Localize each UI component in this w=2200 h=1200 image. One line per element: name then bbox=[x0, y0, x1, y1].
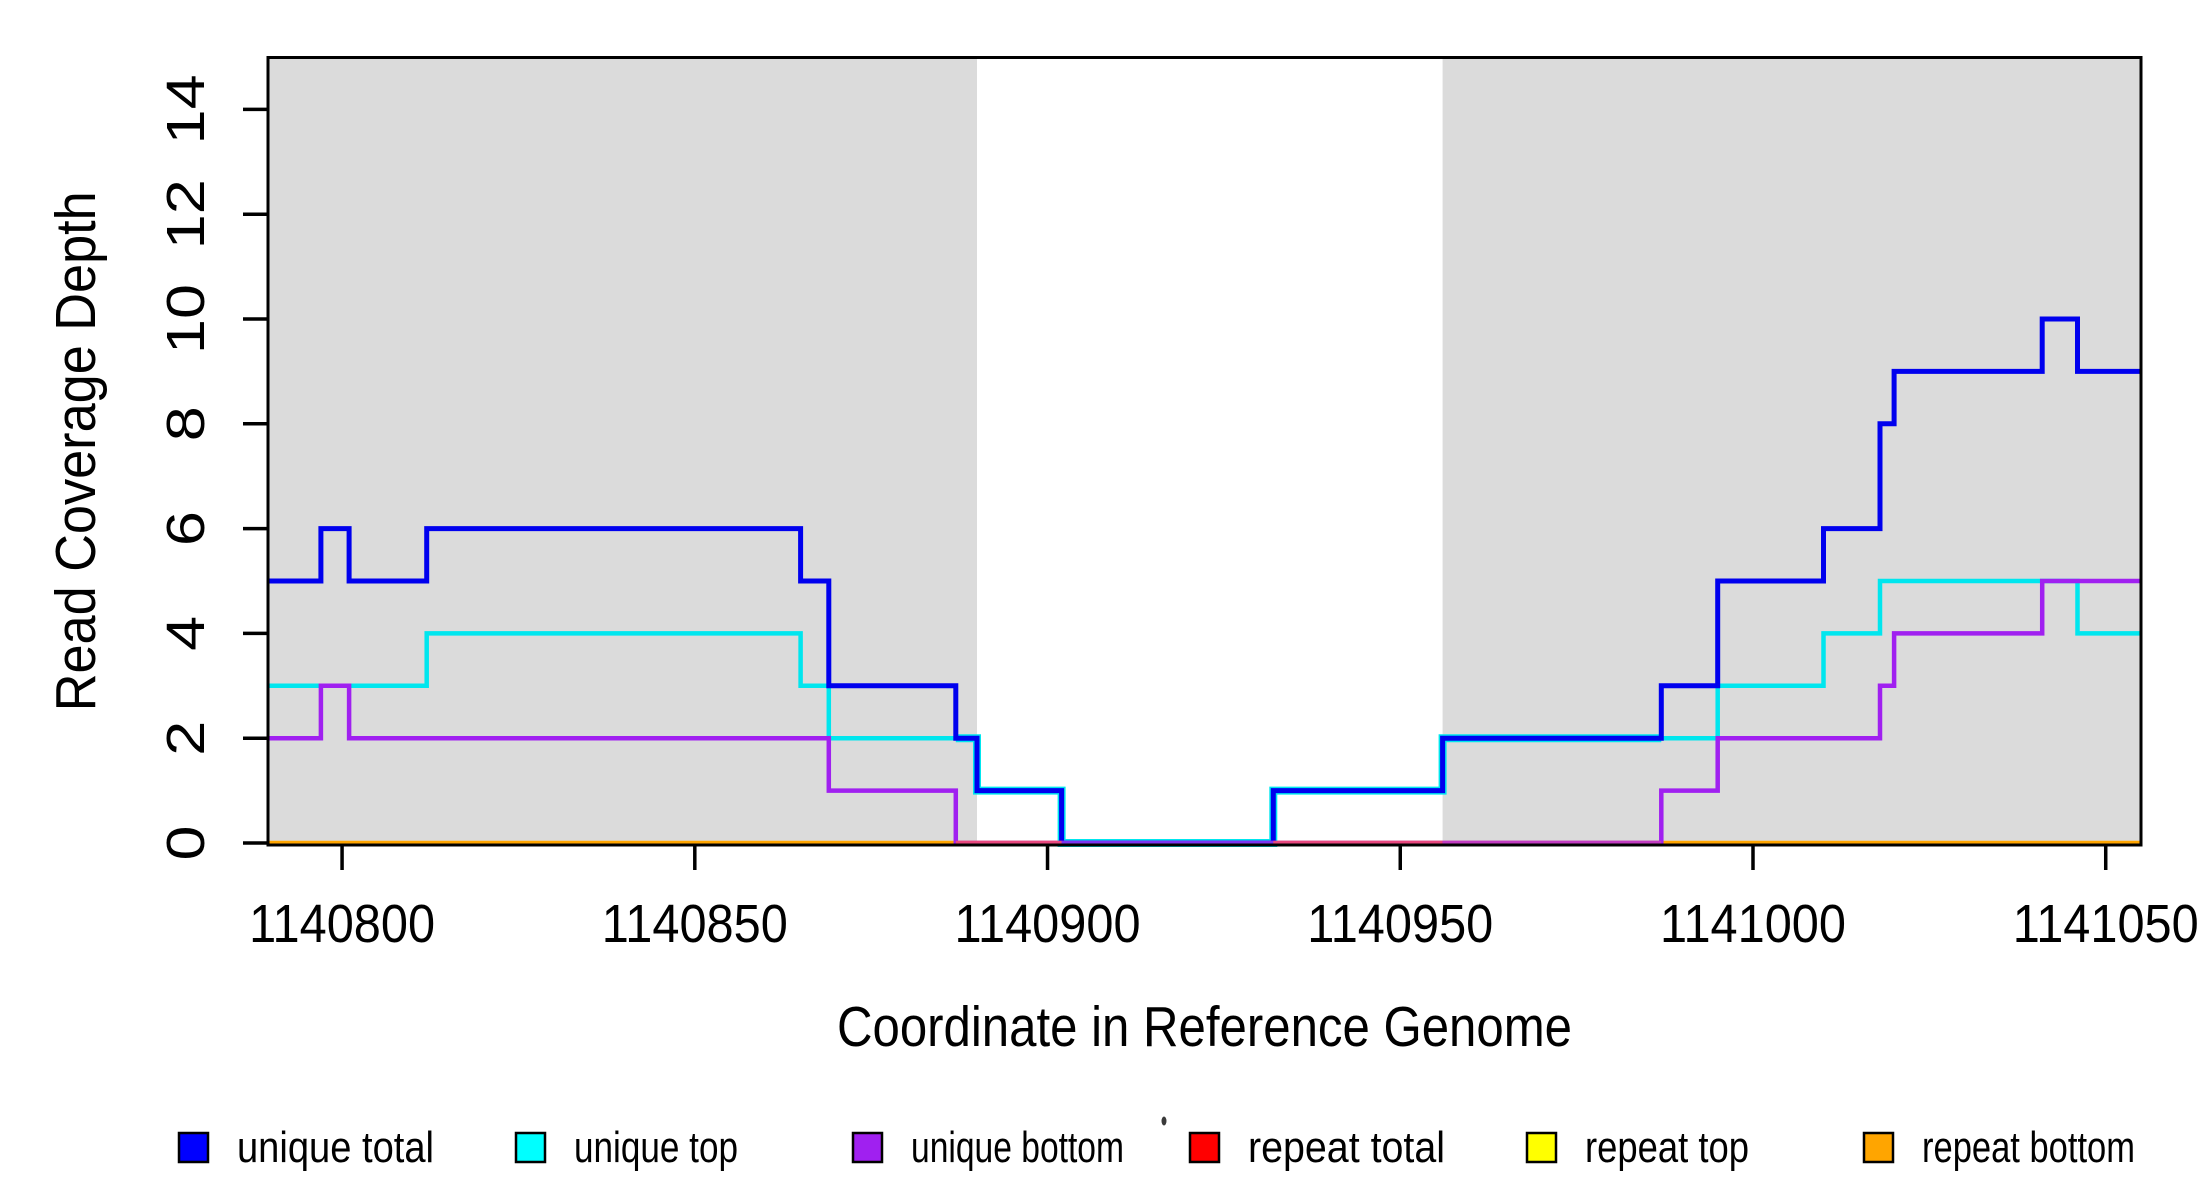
x-axis-title: Coordinate in Reference Genome bbox=[837, 995, 1572, 1059]
y-axis-tick-label: 10 bbox=[156, 284, 216, 354]
x-axis-tick-label: 1140850 bbox=[602, 894, 788, 954]
x-axis-tick-label: 1140900 bbox=[955, 894, 1141, 954]
legend-label-unique-top: unique top bbox=[574, 1123, 738, 1172]
shaded-region-2 bbox=[1442, 58, 2141, 844]
legend-swatch-unique-top bbox=[514, 1131, 547, 1164]
x-axis-tick-label: 1140800 bbox=[249, 894, 435, 954]
legend-swatch-repeat-top bbox=[1525, 1131, 1558, 1164]
y-axis-title: Read Coverage Depth bbox=[44, 191, 108, 711]
legend-item-repeat-top: repeat top bbox=[1525, 1123, 1749, 1172]
y-axis-tick-label: 12 bbox=[156, 179, 216, 249]
unique-total-line bbox=[268, 316, 2141, 846]
legend-item-unique-total: unique total bbox=[177, 1123, 434, 1172]
y-axis-tick-label: 4 bbox=[156, 616, 216, 651]
y-axis-tick-label: 2 bbox=[156, 721, 216, 756]
legend-label-repeat-top: repeat top bbox=[1585, 1123, 1749, 1172]
stray-mark-artifact bbox=[1161, 1116, 1167, 1126]
y-axis-tick-label: 14 bbox=[156, 74, 216, 144]
legend-swatch-repeat-bottom bbox=[1862, 1131, 1895, 1164]
legend-label-repeat-total: repeat total bbox=[1248, 1123, 1445, 1172]
x-axis-tick-label: 1141050 bbox=[2013, 894, 2199, 954]
legend-swatch-repeat-total bbox=[1188, 1131, 1221, 1164]
shaded-region-1 bbox=[268, 58, 977, 844]
unique-bottom-line bbox=[268, 578, 2141, 846]
legend-label-unique-total: unique total bbox=[237, 1123, 434, 1172]
x-axis-tick-label: 1141000 bbox=[1660, 894, 1846, 954]
legend-item-repeat-total: repeat total bbox=[1188, 1123, 1445, 1172]
legend-label-unique-bottom: unique bottom bbox=[911, 1123, 1124, 1172]
legend-label-repeat-bottom: repeat bottom bbox=[1922, 1123, 2135, 1172]
y-axis-tick-label: 8 bbox=[156, 406, 216, 441]
plot-box bbox=[266, 56, 2143, 847]
legend-swatch-unique-total bbox=[177, 1131, 210, 1164]
y-axis-tick-label: 6 bbox=[156, 511, 216, 546]
legend-item-repeat-bottom: repeat bottom bbox=[1862, 1123, 2135, 1172]
y-axis-tick-label: 0 bbox=[156, 826, 216, 861]
legend-item-unique-top: unique top bbox=[514, 1123, 738, 1172]
legend-swatch-unique-bottom bbox=[851, 1131, 884, 1164]
legend-item-unique-bottom: unique bottom bbox=[851, 1123, 1124, 1172]
x-axis-tick-label: 1140950 bbox=[1307, 894, 1493, 954]
